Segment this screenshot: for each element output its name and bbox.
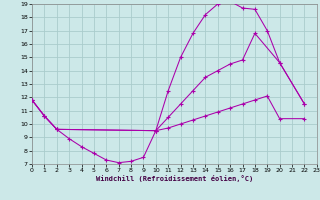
X-axis label: Windchill (Refroidissement éolien,°C): Windchill (Refroidissement éolien,°C) bbox=[96, 175, 253, 182]
